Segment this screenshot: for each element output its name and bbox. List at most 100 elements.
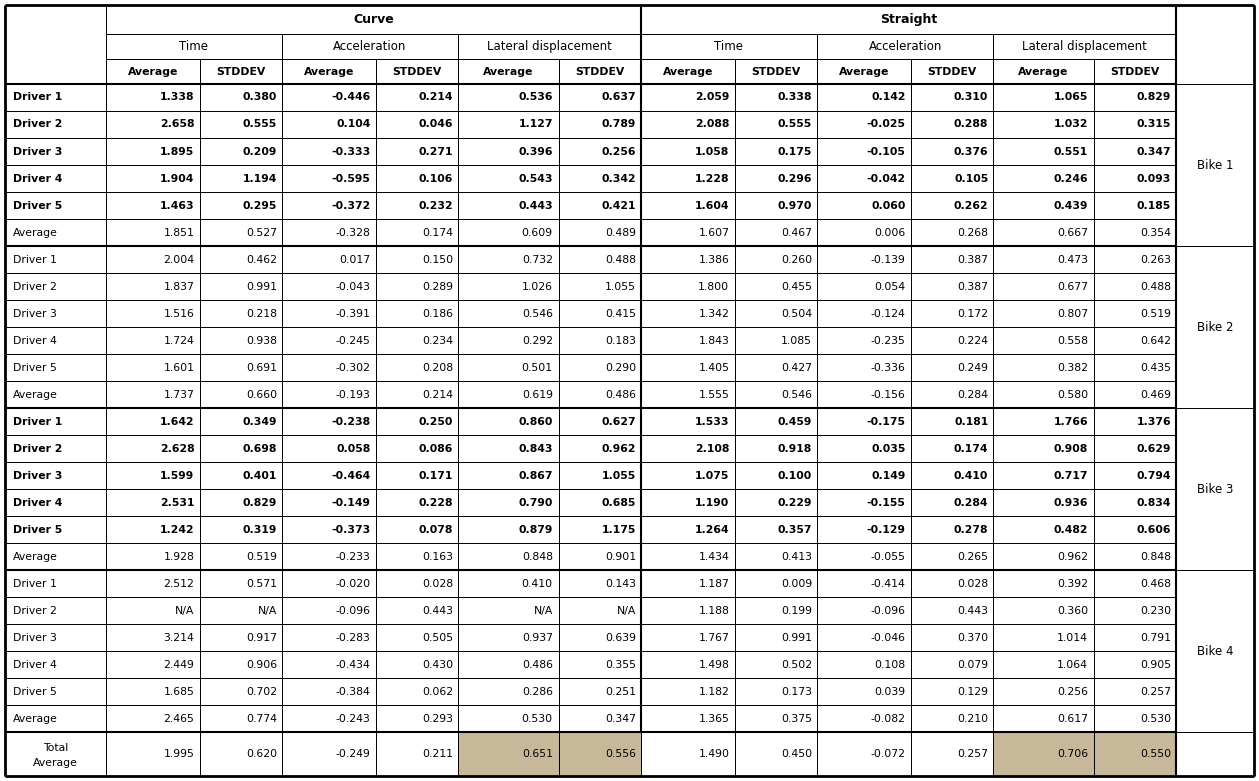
Text: 1.182: 1.182	[699, 686, 729, 697]
Bar	[282, 327, 376, 354]
Bar	[912, 408, 993, 435]
Bar	[993, 435, 1094, 462]
Text: 0.580: 0.580	[1056, 390, 1088, 400]
Bar	[282, 733, 376, 776]
Text: 1.064: 1.064	[1058, 660, 1088, 670]
Bar	[817, 34, 993, 59]
Text: 0.691: 0.691	[246, 362, 277, 373]
Text: 1.895: 1.895	[160, 147, 194, 156]
Bar	[817, 59, 912, 84]
Bar	[912, 462, 993, 489]
Bar	[200, 381, 282, 408]
Text: 0.421: 0.421	[602, 201, 636, 211]
Bar	[735, 462, 817, 489]
Bar	[912, 435, 993, 462]
Text: 0.530: 0.530	[1139, 714, 1171, 724]
Text: 0.375: 0.375	[781, 714, 812, 724]
Bar	[106, 705, 200, 733]
Text: 0.651: 0.651	[522, 749, 553, 759]
Text: 0.685: 0.685	[602, 497, 636, 508]
Bar	[5, 354, 106, 381]
Bar	[106, 679, 200, 705]
Text: 0.295: 0.295	[243, 201, 277, 211]
Text: Acceleration: Acceleration	[334, 40, 407, 53]
Text: 0.257: 0.257	[1141, 686, 1171, 697]
Bar	[5, 516, 106, 544]
Text: 0.468: 0.468	[1141, 579, 1171, 589]
Text: 0.834: 0.834	[1137, 497, 1171, 508]
Text: 0.829: 0.829	[243, 497, 277, 508]
Bar	[5, 246, 106, 273]
Bar	[1094, 597, 1176, 624]
Bar	[458, 516, 559, 544]
Text: -0.105: -0.105	[866, 147, 905, 156]
Bar	[993, 111, 1094, 138]
Bar	[458, 246, 559, 273]
Bar	[5, 624, 106, 651]
Text: -0.139: -0.139	[871, 255, 905, 265]
Bar	[282, 516, 376, 544]
Text: 0.637: 0.637	[602, 92, 636, 102]
Text: 0.174: 0.174	[954, 444, 988, 454]
Text: 0.028: 0.028	[957, 579, 988, 589]
Text: 0.443: 0.443	[422, 606, 453, 615]
Bar	[559, 273, 641, 300]
Bar	[1176, 246, 1254, 408]
Bar	[993, 733, 1094, 776]
Text: 0.698: 0.698	[243, 444, 277, 454]
Bar	[912, 300, 993, 327]
Text: 1.928: 1.928	[164, 551, 194, 562]
Text: 2.088: 2.088	[695, 119, 729, 130]
Bar	[376, 219, 458, 246]
Text: 0.482: 0.482	[1054, 525, 1088, 535]
Bar	[559, 408, 641, 435]
Bar	[376, 679, 458, 705]
Bar	[641, 111, 735, 138]
Text: Time: Time	[179, 40, 209, 53]
Text: 0.717: 0.717	[1054, 471, 1088, 480]
Text: Average: Average	[1019, 66, 1069, 77]
Text: 0.257: 0.257	[957, 749, 988, 759]
Bar	[5, 435, 106, 462]
Text: -0.464: -0.464	[331, 471, 370, 480]
Bar	[282, 435, 376, 462]
Text: -0.175: -0.175	[866, 417, 905, 426]
Bar	[641, 516, 735, 544]
Bar	[106, 435, 200, 462]
Text: 0.142: 0.142	[871, 92, 905, 102]
Text: 0.208: 0.208	[422, 362, 453, 373]
Bar	[200, 570, 282, 597]
Text: -0.283: -0.283	[336, 633, 370, 643]
Bar	[641, 34, 817, 59]
Text: 0.234: 0.234	[422, 336, 453, 346]
Text: 0.183: 0.183	[606, 336, 636, 346]
Bar	[1094, 516, 1176, 544]
Text: Driver 4: Driver 4	[13, 173, 63, 184]
Bar	[200, 246, 282, 273]
Text: -0.372: -0.372	[331, 201, 370, 211]
Text: Straight: Straight	[880, 13, 937, 26]
Text: 0.620: 0.620	[246, 749, 277, 759]
Text: 0.629: 0.629	[1137, 444, 1171, 454]
Text: 1.724: 1.724	[164, 336, 194, 346]
Bar	[993, 138, 1094, 165]
Bar	[106, 381, 200, 408]
Bar	[912, 327, 993, 354]
Bar	[641, 705, 735, 733]
Bar	[106, 165, 200, 192]
Bar	[458, 462, 559, 489]
Bar	[735, 59, 817, 84]
Bar	[458, 300, 559, 327]
Text: 0.392: 0.392	[1058, 579, 1088, 589]
Bar	[641, 624, 735, 651]
Text: -0.025: -0.025	[866, 119, 905, 130]
Bar	[1094, 435, 1176, 462]
Bar	[376, 354, 458, 381]
Bar	[200, 651, 282, 679]
Bar	[993, 381, 1094, 408]
Text: 0.296: 0.296	[778, 173, 812, 184]
Text: N/A: N/A	[258, 606, 277, 615]
Bar	[282, 624, 376, 651]
Bar	[1176, 84, 1254, 246]
Text: 0.129: 0.129	[957, 686, 988, 697]
